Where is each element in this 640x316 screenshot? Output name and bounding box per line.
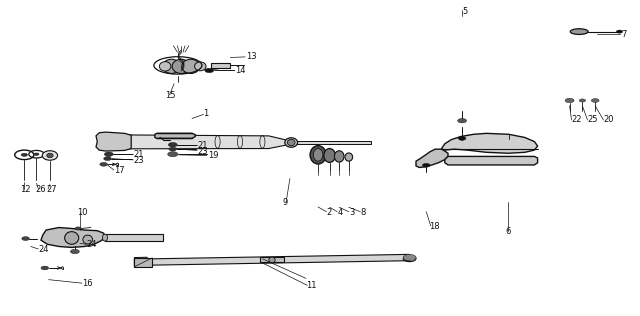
Text: 25: 25 (588, 115, 598, 124)
Circle shape (22, 237, 29, 240)
Circle shape (579, 99, 586, 102)
Ellipse shape (102, 234, 108, 241)
Circle shape (34, 153, 39, 155)
Text: 5: 5 (462, 7, 467, 15)
Bar (134, 258, 152, 267)
Circle shape (75, 227, 81, 230)
Circle shape (403, 254, 416, 261)
Text: 17: 17 (114, 166, 125, 175)
Circle shape (616, 30, 623, 33)
Ellipse shape (335, 151, 344, 162)
Polygon shape (122, 135, 288, 149)
Polygon shape (134, 257, 147, 267)
Text: 13: 13 (246, 52, 257, 61)
Ellipse shape (285, 138, 298, 147)
Text: 14: 14 (235, 66, 245, 75)
Circle shape (100, 162, 108, 166)
Circle shape (205, 68, 214, 73)
Ellipse shape (195, 62, 206, 71)
Circle shape (104, 157, 111, 161)
Text: 3: 3 (349, 208, 354, 217)
Text: 27: 27 (47, 185, 58, 194)
Text: 26: 26 (35, 185, 46, 194)
Ellipse shape (182, 59, 200, 73)
Text: 10: 10 (77, 208, 87, 217)
Ellipse shape (47, 153, 53, 158)
Text: 1: 1 (204, 109, 209, 118)
Polygon shape (288, 141, 371, 144)
Bar (211, 63, 230, 68)
Ellipse shape (324, 149, 335, 162)
Circle shape (458, 118, 467, 123)
Text: 19: 19 (208, 151, 218, 160)
Polygon shape (41, 228, 105, 247)
Circle shape (591, 99, 599, 102)
Polygon shape (445, 156, 538, 165)
Text: 21: 21 (133, 150, 143, 159)
Ellipse shape (345, 153, 353, 161)
Circle shape (422, 163, 430, 167)
Text: 23: 23 (197, 147, 208, 155)
Circle shape (41, 266, 49, 270)
Text: 18: 18 (429, 222, 440, 231)
Text: 22: 22 (572, 115, 582, 124)
Text: 9: 9 (283, 198, 288, 207)
Text: 23: 23 (133, 156, 144, 165)
Polygon shape (134, 254, 410, 265)
Circle shape (21, 153, 28, 156)
Circle shape (168, 143, 177, 147)
Ellipse shape (42, 151, 58, 160)
Ellipse shape (159, 62, 171, 71)
Circle shape (565, 98, 574, 103)
Bar (105, 234, 163, 241)
Text: 11: 11 (306, 282, 316, 290)
Circle shape (70, 249, 79, 254)
Circle shape (168, 152, 178, 157)
Ellipse shape (83, 235, 93, 244)
Text: 6: 6 (506, 227, 511, 236)
Polygon shape (416, 149, 448, 167)
Text: 2: 2 (326, 208, 332, 217)
Ellipse shape (314, 149, 323, 161)
Text: 20: 20 (604, 115, 614, 124)
Ellipse shape (172, 59, 190, 73)
Polygon shape (155, 133, 195, 138)
Polygon shape (442, 133, 538, 153)
Text: 4: 4 (337, 208, 342, 217)
Text: 16: 16 (82, 279, 93, 288)
Text: 21: 21 (197, 141, 207, 150)
Polygon shape (96, 132, 131, 151)
Text: 8: 8 (360, 208, 365, 217)
Ellipse shape (269, 257, 275, 263)
Text: 15: 15 (165, 91, 175, 100)
Circle shape (104, 152, 113, 156)
Ellipse shape (570, 29, 588, 34)
Text: 7: 7 (621, 30, 626, 39)
Circle shape (169, 147, 177, 151)
Circle shape (458, 137, 466, 140)
Ellipse shape (287, 139, 295, 146)
Bar (260, 257, 284, 262)
Text: 24: 24 (86, 240, 97, 249)
Text: 24: 24 (38, 245, 49, 254)
Ellipse shape (310, 146, 326, 164)
Text: 12: 12 (20, 185, 31, 194)
Ellipse shape (65, 232, 79, 244)
Ellipse shape (163, 59, 180, 73)
